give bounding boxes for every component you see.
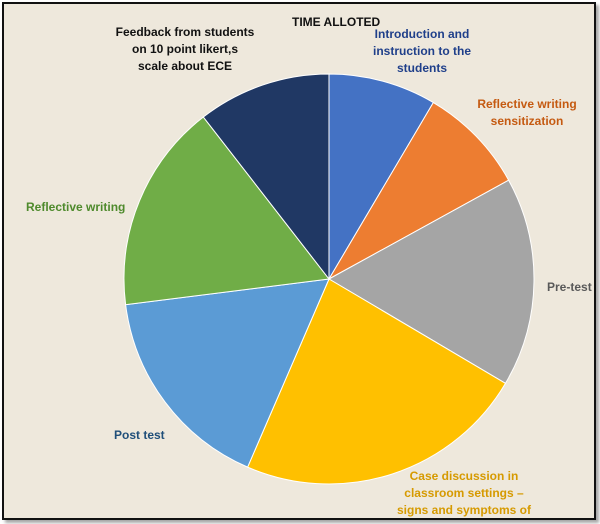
pie-slice-5: [125, 278, 330, 468]
pie-slice-7: [202, 73, 330, 281]
pie-chart: TIME ALLOTED Introduction and instruction…: [26, 15, 592, 517]
pie-slice-6: [123, 116, 330, 306]
pie-slice-4: [246, 278, 507, 485]
pie-slice-1: [328, 73, 435, 281]
slice-label-5: Post test: [114, 428, 165, 442]
slice-label-3: Pre-test: [547, 280, 592, 294]
slice-label-6: Reflective writing: [26, 200, 125, 214]
slice-label-4: Case discussion in classroom settings – si…: [397, 469, 532, 517]
slice-label-1: Introduction and instruction to the studen…: [373, 27, 471, 75]
pie-slice-2: [327, 101, 510, 281]
pie-slice-3: [327, 179, 535, 385]
slice-label-7: Feedback from students on 10 point likert…: [116, 25, 255, 73]
chart-frame: TIME ALLOTED Introduction and instruction…: [2, 2, 596, 520]
chart-title: TIME ALLOTED: [292, 15, 381, 29]
slice-label-2: Reflective writing sensitization: [477, 97, 576, 128]
